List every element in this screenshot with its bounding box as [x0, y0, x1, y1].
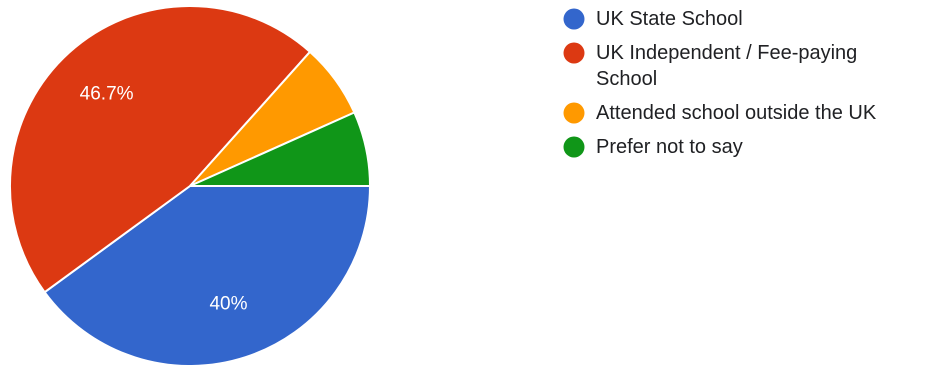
legend-item-prefer-not-to-say: Prefer not to say	[563, 136, 743, 158]
legend: UK State School UK Independent / Fee-payi…	[563, 8, 877, 158]
pie-slice-uk-independent-fee-paying-school	[9, 4, 312, 294]
legend-swatch-icon	[563, 136, 585, 158]
data-label-uk-state-school: 40%	[209, 294, 247, 315]
legend-swatch-icon	[563, 42, 585, 64]
data-label-uk-independent-fee-paying-school: 46.7%	[80, 83, 134, 104]
pie-slice-prefer-not-to-say	[189, 111, 372, 187]
legend-label: UK State School	[596, 8, 743, 30]
legend-label: Attended school outside the UK	[596, 102, 877, 124]
legend-item-uk-state-school: UK State School	[563, 8, 743, 30]
legend-swatch-icon	[563, 8, 585, 30]
legend-label: UK Independent / Fee-paying	[596, 42, 857, 64]
legend-item-attended-school-outside-the-uk: Attended school outside the UK	[563, 102, 877, 124]
legend-swatch-icon	[563, 102, 585, 124]
legend-label: School	[596, 68, 657, 90]
pie-slice-uk-state-school	[43, 185, 372, 365]
legend-item-uk-independent-fee-paying-school: UK Independent / Fee-paying School	[563, 42, 857, 90]
legend-label: Prefer not to say	[596, 136, 743, 158]
pie-data-labels: 40% 46.7%	[80, 83, 248, 314]
pie-slices	[9, 4, 372, 365]
